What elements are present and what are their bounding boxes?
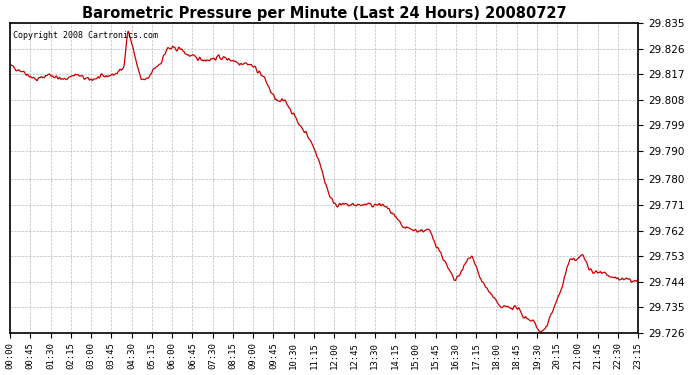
Title: Barometric Pressure per Minute (Last 24 Hours) 20080727: Barometric Pressure per Minute (Last 24 … <box>82 6 566 21</box>
Text: Copyright 2008 Cartronics.com: Copyright 2008 Cartronics.com <box>13 31 158 40</box>
